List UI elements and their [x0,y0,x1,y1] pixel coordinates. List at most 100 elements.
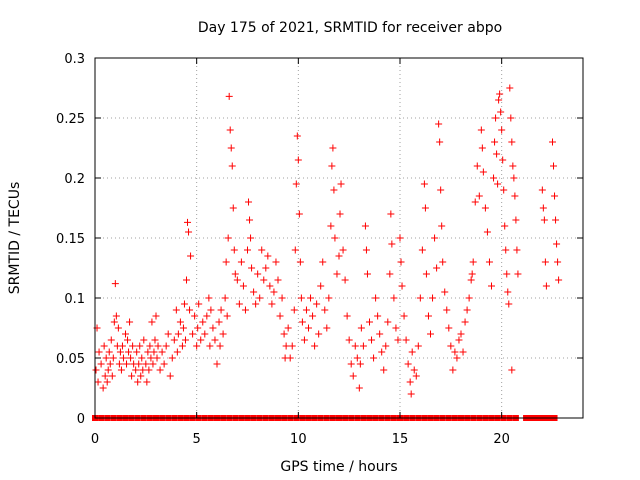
data-point [431,234,439,242]
data-point [388,240,396,248]
data-point [404,360,412,368]
data-point [337,180,345,188]
data-point [221,294,229,302]
data-point [356,360,364,368]
data-point [222,258,230,266]
data-point [300,336,308,344]
data-point [150,348,158,356]
data-point [501,222,509,230]
data-point [160,360,168,368]
axis-ticks [94,57,583,419]
data-point [144,348,152,356]
data-point [384,318,392,326]
data-point [505,300,513,308]
data-point [392,324,400,332]
data-point [288,342,296,350]
data-point [309,312,317,320]
data-point [408,348,416,356]
data-point [387,210,395,218]
data-point [286,354,294,362]
data-point [206,342,214,350]
data-point [137,372,145,380]
data-point [254,270,262,278]
data-point [282,342,290,350]
x-tick-label: 20 [493,432,510,447]
data-point [321,306,329,314]
data-point [374,312,382,320]
data-point [133,348,141,356]
data-point [398,282,406,290]
data-point [174,330,182,338]
data-point [227,144,235,152]
data-point [293,132,301,140]
data-point [215,318,223,326]
data-point [469,258,477,266]
data-point [272,258,280,266]
data-point [290,306,298,314]
data-point [252,300,260,308]
data-point [219,330,227,338]
data-point [329,144,337,152]
data-point [418,246,426,254]
data-point [499,156,507,164]
data-point [508,366,516,374]
data-point [478,144,486,152]
data-point [247,234,255,242]
data-point [390,294,398,302]
data-point [145,366,153,374]
data-point [496,90,504,98]
data-point [139,366,147,374]
data-point [146,342,154,350]
data-point [500,186,508,194]
data-point [135,360,143,368]
data-point [103,378,111,386]
data-point [512,216,520,224]
data-point [435,120,443,128]
data-point [235,300,243,308]
data-point [453,354,461,362]
data-point [370,354,378,362]
data-point [147,354,155,362]
data-point [156,366,164,374]
data-point [119,354,127,362]
data-point [211,336,219,344]
data-point [97,360,105,368]
data-point [555,276,563,284]
data-point [100,342,108,350]
data-point [305,324,312,332]
data-point [467,276,475,284]
data-point [250,288,258,296]
data-point [149,360,157,368]
data-point [485,258,493,266]
data-point [357,324,365,332]
data-point [226,126,234,134]
data-point [109,354,117,362]
data-point [189,330,197,338]
data-point [245,198,253,206]
y-tick-label: 0 [77,412,85,427]
chart-title: Day 175 of 2021, SRMTID for receiver abp… [198,20,502,36]
y-tick-label: 0.25 [56,112,85,127]
data-point [407,390,415,398]
data-point [439,258,447,266]
data-point [353,354,361,362]
data-point [209,324,217,332]
data-point [122,330,129,338]
data-point [473,162,481,170]
data-point [315,330,323,338]
data-point [248,264,256,272]
data-point [554,258,562,266]
data-point [264,252,272,260]
data-point [296,258,304,266]
data-point [136,342,144,350]
data-point [311,342,319,350]
data-point [216,342,224,350]
data-point [244,246,251,254]
data-point [441,288,449,296]
data-point [186,306,194,314]
data-point [449,366,457,374]
data-point [368,336,376,344]
data-point [397,258,405,266]
data-point [429,294,437,302]
data-point [291,246,299,254]
